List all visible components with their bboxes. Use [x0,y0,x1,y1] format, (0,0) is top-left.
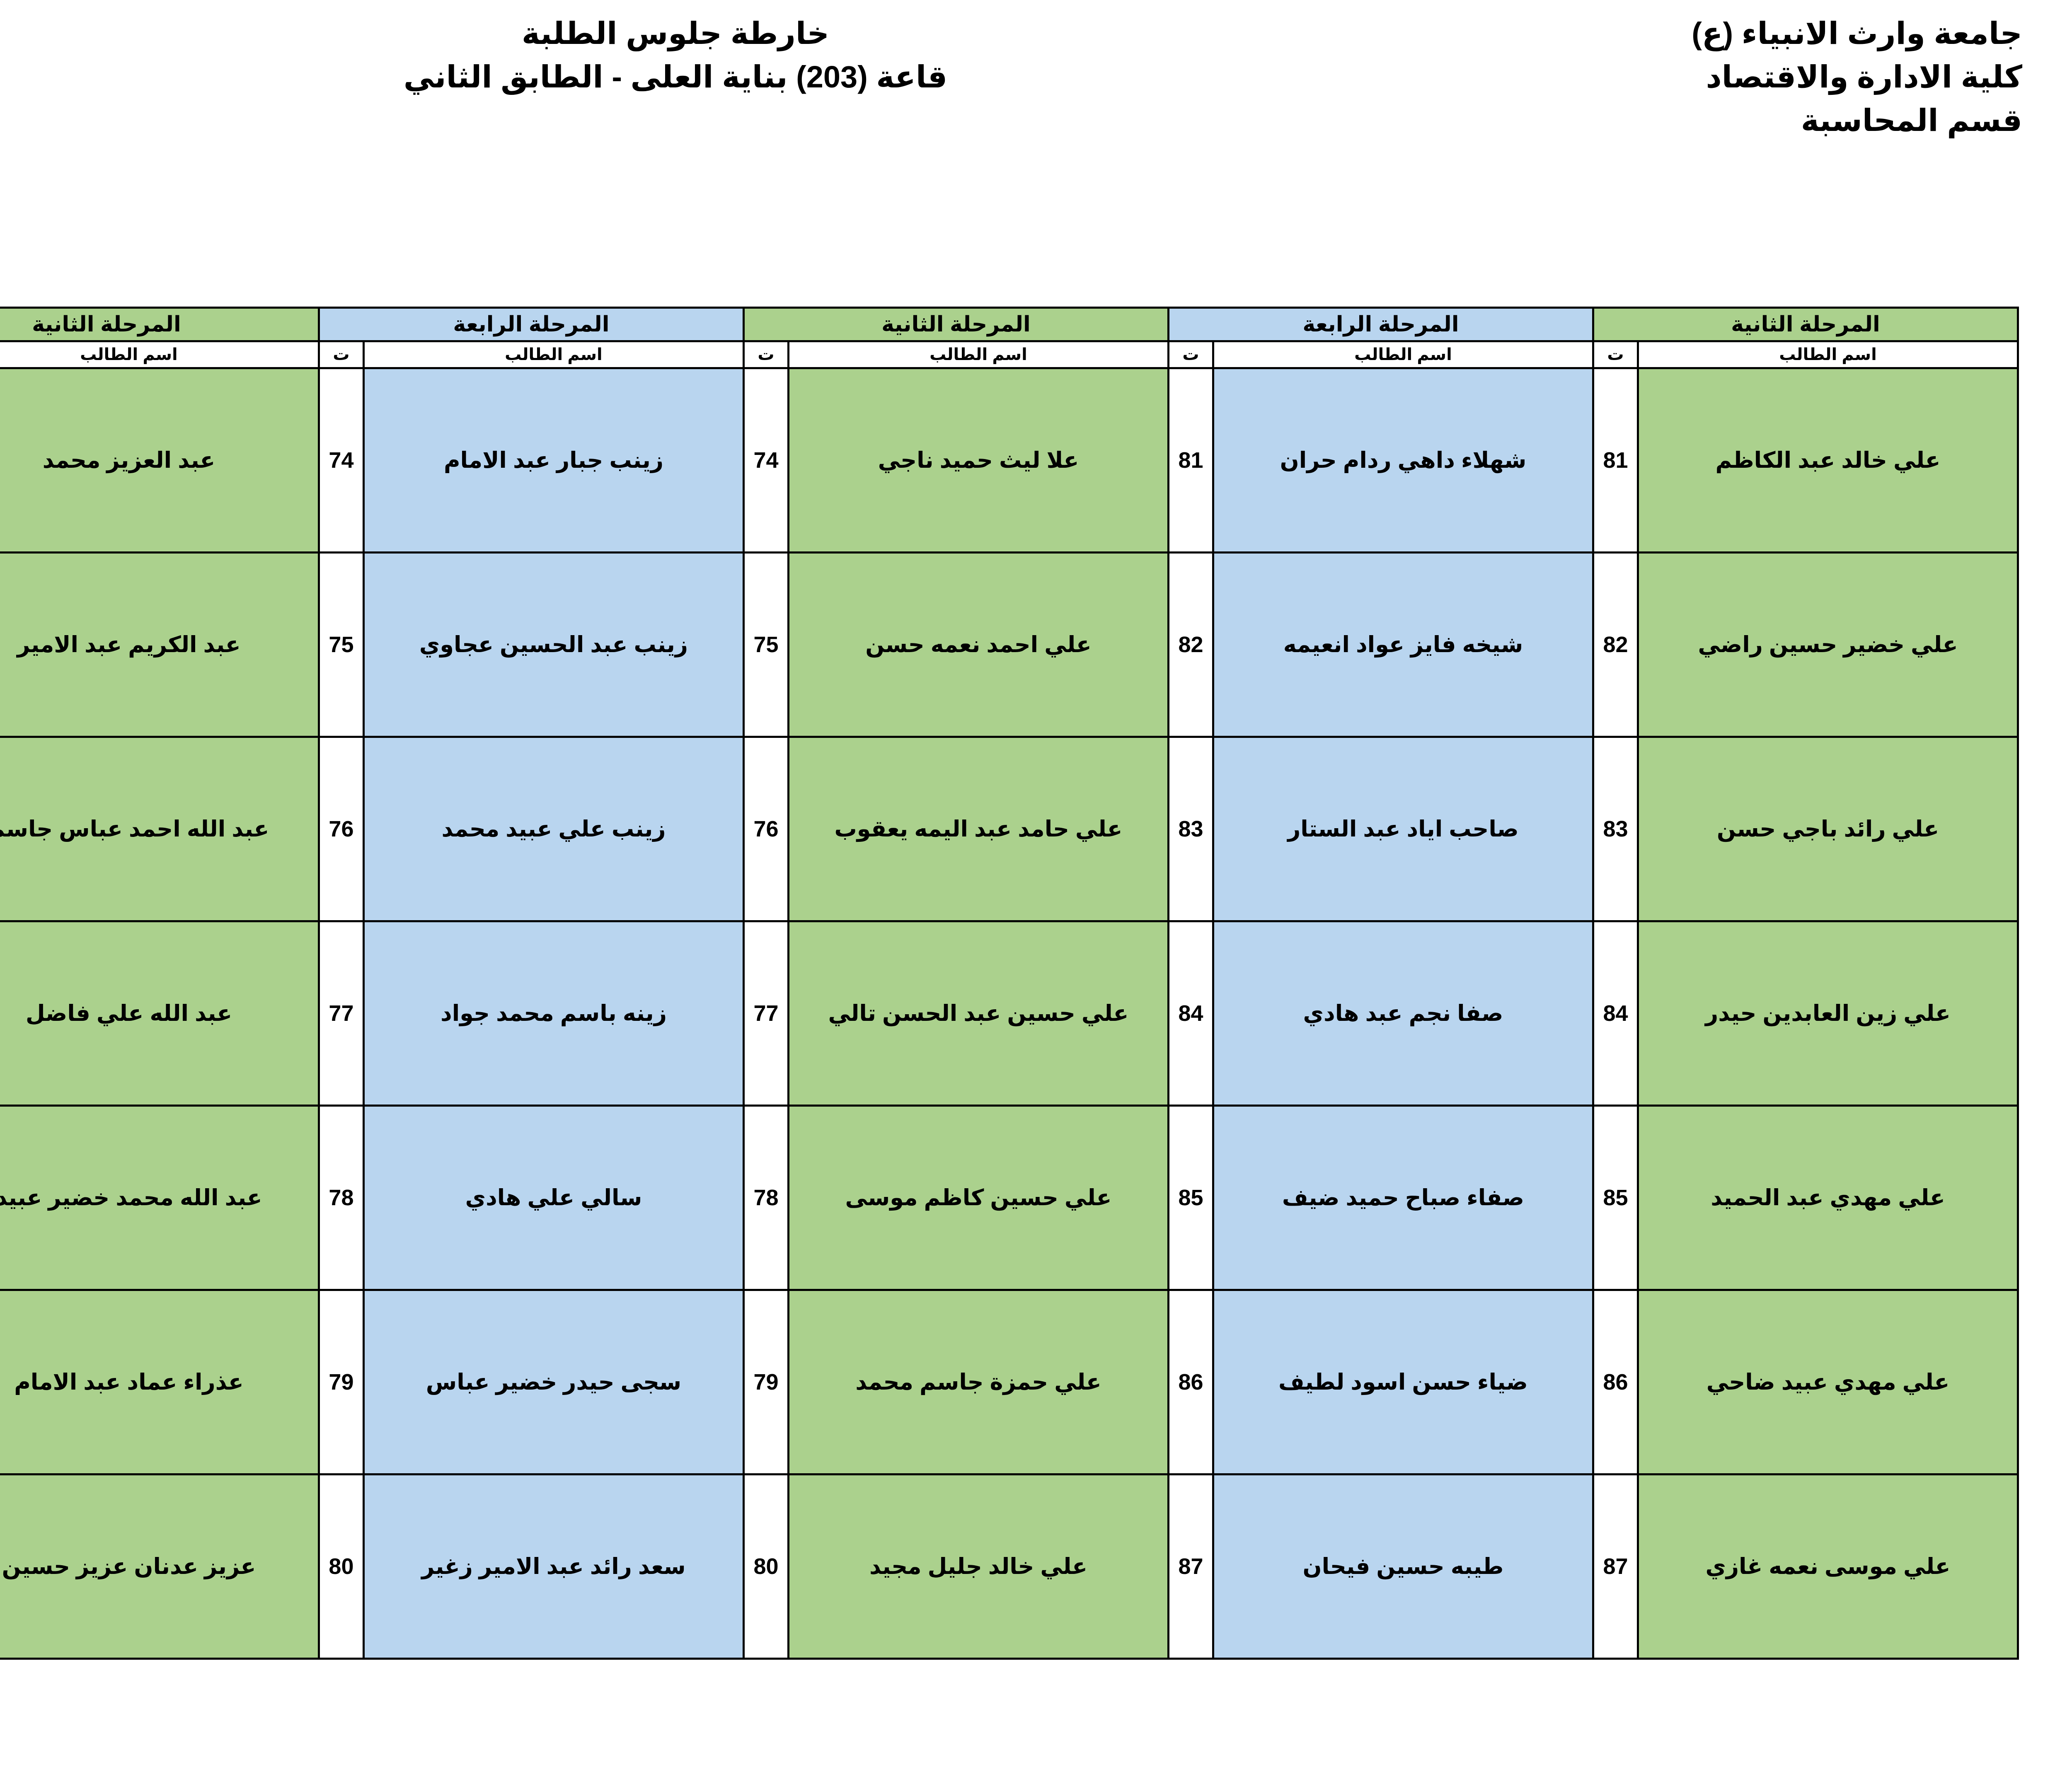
sub-header-student-name-1: اسم الطالب [1637,340,2019,369]
student-name-cell: علي رائد باجي حسن [1637,736,2019,922]
seat-number-cell: 85 [1592,1105,1639,1291]
seat-number-cell: 84 [1592,920,1639,1107]
seat-number-cell: 77 [742,920,789,1107]
sub-header-row: اسم الطالب ت اسم الطالب ت اسم الطالب ت اسم الط… [0,340,2019,369]
table-row: علي خالد عبد الكاظم 81 شهلاء داهي ردام حرا… [0,367,2019,554]
student-name-cell: شيخه فايز عواد انعيمه [1212,551,1594,738]
seat-number-cell: 83 [1167,736,1214,922]
seat-number-cell: 79 [742,1289,789,1475]
student-name-cell: صفا نجم عبد هادي [1212,920,1594,1107]
seat-number-cell: 76 [317,736,365,922]
seat-number-cell: 77 [317,920,365,1107]
seat-number-cell: 85 [1167,1105,1214,1291]
stage-header-4: المرحلة الرابعة [317,307,745,342]
student-name-cell: علي حسين عبد الحسن تالي [787,920,1169,1107]
stage-header-5: المرحلة الثانية [0,307,320,342]
student-name-cell: علي خالد عبد الكاظم [1637,367,2019,554]
seat-number-cell: 74 [317,367,365,554]
seat-number-cell: 75 [742,551,789,738]
department-name: قسم المحاسبة [1801,103,2022,138]
table-row: علي مهدي عبيد ضاحي 86 ضياء حسن اسود لطيف 86… [0,1289,2019,1475]
student-name-cell: علي احمد نعمه حسن [787,551,1169,738]
student-name-cell: علي مهدي عبد الحميد [1637,1105,2019,1291]
seat-number-cell: 82 [1592,551,1639,738]
table-row: علي مهدي عبد الحميد 85 صفاء صباح حميد ضيف 8… [0,1105,2019,1291]
student-name-cell: شهلاء داهي ردام حران [1212,367,1594,554]
seat-number-cell: 84 [1167,920,1214,1107]
seat-number-cell: 79 [317,1289,365,1475]
student-name-cell: عبد الله احمد عباس جاسم [0,736,320,922]
table-row: علي موسى نعمه غازي 87 طيبه حسين فيحان 87 علي… [0,1473,2019,1660]
student-name-cell: عبد العزيز محمد [0,367,320,554]
seat-number-cell: 75 [317,551,365,738]
document-title-block: خارطة جلوس الطلبة قاعة (203) بناية العلى… [365,12,986,99]
seating-chart-table: المرحلة الثانية المرحلة الرابعة المرحلة ال… [0,307,2019,1660]
student-name-cell: عبد الله علي فاضل [0,920,320,1107]
seat-number-cell: 78 [742,1105,789,1291]
student-name-cell: ضياء حسن اسود لطيف [1212,1289,1594,1475]
table-head: المرحلة الثانية المرحلة الرابعة المرحلة ال… [0,307,2019,369]
organization-block: جامعة وارث الانبياء (ع) كلية الادارة وال… [1692,12,2022,142]
student-name-cell: عبد الله محمد خضير عبيد [0,1105,320,1291]
student-name-cell: زينب جبار عبد الامام [362,367,745,554]
student-name-cell: علي خالد جليل مجيد [787,1473,1169,1660]
seat-number-cell: 86 [1167,1289,1214,1475]
student-name-cell: سالي علي هادي [362,1105,745,1291]
student-name-cell: طيبه حسين فيحان [1212,1473,1594,1660]
seat-number-cell: 80 [317,1473,365,1660]
seat-number-cell: 80 [742,1473,789,1660]
student-name-cell: علي حامد عبد اليمه يعقوب [787,736,1169,922]
stage-header-1: المرحلة الثانية [1592,307,2019,342]
seating-chart-container: المرحلة الثانية المرحلة الرابعة المرحلة ال… [0,307,2019,1660]
student-name-cell: علي خضير حسين راضي [1637,551,2019,738]
student-name-cell: صفاء صباح حميد ضيف [1212,1105,1594,1291]
sub-header-student-name-5: اسم الطالب [0,340,320,369]
student-name-cell: علي حسين كاظم موسى [787,1105,1169,1291]
seat-number-cell: 74 [742,367,789,554]
sub-header-number-1: ت [1592,340,1639,369]
seat-number-cell: 81 [1592,367,1639,554]
seat-number-cell: 76 [742,736,789,922]
stage-header-2: المرحلة الرابعة [1167,307,1594,342]
student-name-cell: علي موسى نعمه غازي [1637,1473,2019,1660]
student-name-cell: عذراء عماد عبد الامام [0,1289,320,1475]
seat-number-cell: 78 [317,1105,365,1291]
table-row: علي رائد باجي حسن 83 صاحب اياد عبد الستار 8… [0,736,2019,922]
seat-number-cell: 83 [1592,736,1639,922]
seat-number-cell: 87 [1592,1473,1639,1660]
page-header: خارطة جلوس الطلبة قاعة (203) بناية العلى… [0,0,2072,232]
seat-number-cell: 87 [1167,1473,1214,1660]
sub-header-number-2: ت [1167,340,1214,369]
table-row: علي زين العابدين حيدر 84 صفا نجم عبد هادي 8… [0,920,2019,1107]
sub-header-number-4: ت [317,340,365,369]
table-body: علي خالد عبد الكاظم 81 شهلاء داهي ردام حرا… [0,367,2019,1660]
sub-header-student-name-2: اسم الطالب [1212,340,1594,369]
student-name-cell: سجى حيدر خضير عباس [362,1289,745,1475]
sub-header-student-name-4: اسم الطالب [362,340,745,369]
seat-number-cell: 81 [1167,367,1214,554]
student-name-cell: زينب علي عبيد محمد [362,736,745,922]
student-name-cell: علا ليث حميد ناجي [787,367,1169,554]
sub-header-student-name-3: اسم الطالب [787,340,1169,369]
sub-header-number-3: ت [742,340,789,369]
student-name-cell: عزيز عدنان عزيز حسين [0,1473,320,1660]
college-name: كلية الادارة والاقتصاد [1706,60,2022,94]
seat-number-cell: 86 [1592,1289,1639,1475]
document-title-line-1: خارطة جلوس الطلبة [522,16,829,51]
student-name-cell: عبد الكريم عبد الامير [0,551,320,738]
seat-number-cell: 82 [1167,551,1214,738]
document-title-line-2: قاعة (203) بناية العلى - الطابق الثاني [403,60,948,94]
student-name-cell: زينب عبد الحسين عجاوي [362,551,745,738]
student-name-cell: علي زين العابدين حيدر [1637,920,2019,1107]
table-row: علي خضير حسين راضي 82 شيخه فايز عواد انعيم… [0,551,2019,738]
student-name-cell: صاحب اياد عبد الستار [1212,736,1594,922]
student-name-cell: علي حمزة جاسم محمد [787,1289,1169,1475]
student-name-cell: زينه باسم محمد جواد [362,920,745,1107]
student-name-cell: علي مهدي عبيد ضاحي [1637,1289,2019,1475]
stage-header-row: المرحلة الثانية المرحلة الرابعة المرحلة ال… [0,307,2019,342]
stage-header-3: المرحلة الثانية [742,307,1169,342]
university-name: جامعة وارث الانبياء (ع) [1692,16,2022,51]
student-name-cell: سعد رائد عبد الامير زغير [362,1473,745,1660]
